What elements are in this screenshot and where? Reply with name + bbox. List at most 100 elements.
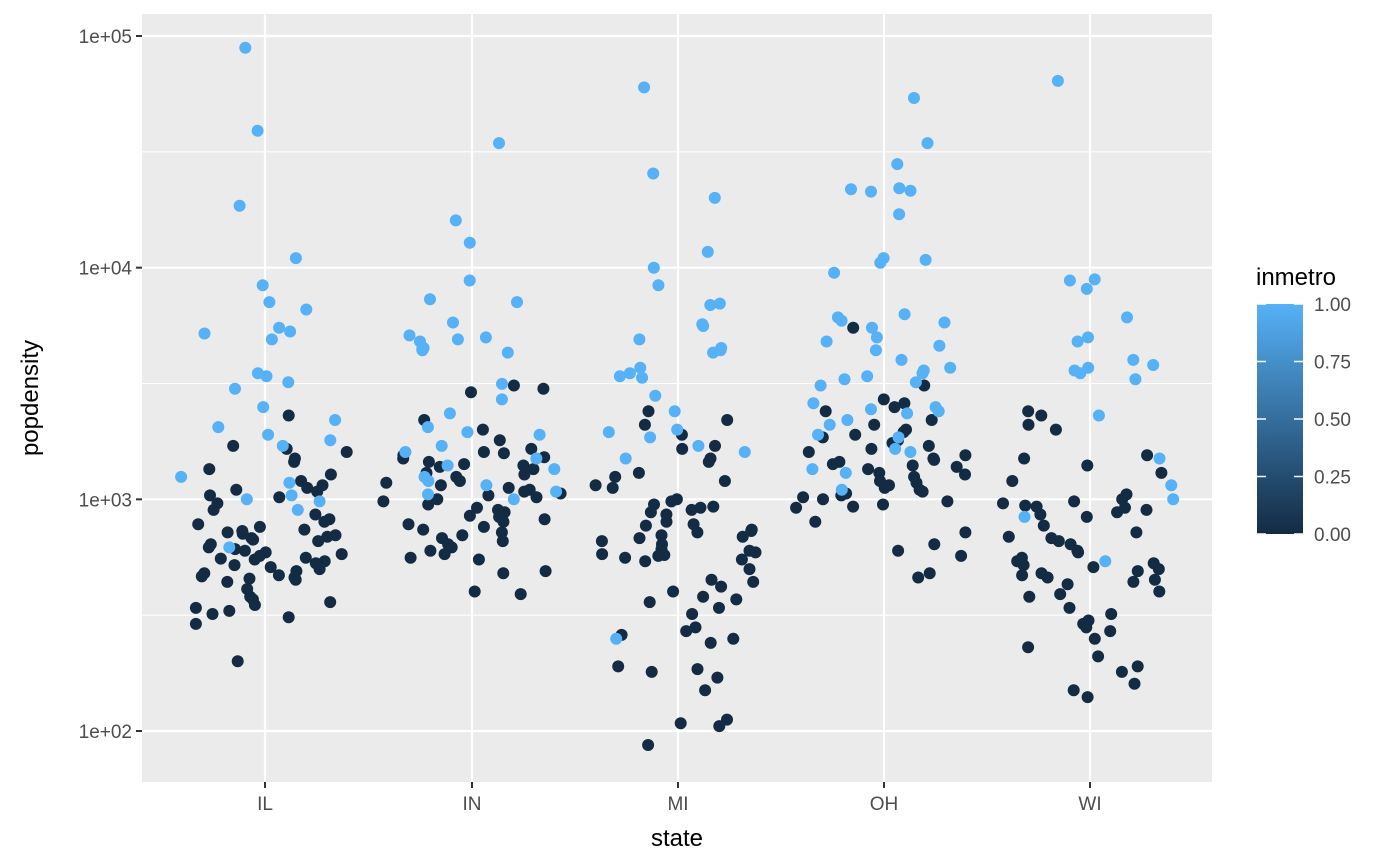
data-point bbox=[959, 526, 972, 539]
data-point bbox=[643, 596, 656, 609]
data-point bbox=[847, 321, 860, 334]
data-point bbox=[248, 599, 261, 611]
data-point bbox=[471, 501, 483, 514]
data-point bbox=[288, 455, 301, 468]
data-point bbox=[671, 423, 684, 436]
data-point bbox=[713, 601, 725, 614]
data-point bbox=[476, 423, 489, 436]
data-point bbox=[904, 184, 917, 197]
data-point bbox=[1105, 608, 1118, 620]
data-point bbox=[422, 455, 435, 468]
data-point bbox=[655, 529, 668, 542]
data-point bbox=[845, 183, 857, 196]
data-point bbox=[895, 353, 908, 366]
data-point bbox=[711, 671, 724, 684]
data-point bbox=[465, 386, 477, 399]
data-point bbox=[802, 446, 815, 458]
data-point bbox=[849, 428, 862, 441]
data-point bbox=[686, 608, 699, 620]
data-point bbox=[238, 544, 251, 557]
data-point bbox=[496, 377, 508, 390]
x-tick-label: IN bbox=[463, 794, 482, 815]
data-point bbox=[539, 565, 552, 578]
y-tick-label: 1e+05 bbox=[79, 27, 132, 48]
data-point bbox=[203, 463, 216, 476]
data-point bbox=[1155, 466, 1168, 479]
data-point bbox=[550, 485, 563, 498]
data-point bbox=[273, 321, 286, 334]
data-point bbox=[431, 493, 444, 506]
x-axis-title: state bbox=[651, 825, 703, 852]
data-point bbox=[667, 585, 680, 598]
data-point bbox=[231, 655, 244, 668]
data-point bbox=[889, 442, 902, 455]
data-point bbox=[479, 331, 492, 344]
data-point bbox=[198, 327, 211, 340]
data-point bbox=[950, 460, 963, 473]
data-point bbox=[727, 632, 740, 645]
data-point bbox=[329, 414, 342, 426]
data-point bbox=[1052, 535, 1065, 548]
data-point bbox=[909, 376, 922, 389]
data-point bbox=[1018, 510, 1031, 523]
data-point bbox=[1022, 405, 1035, 418]
data-point bbox=[221, 526, 234, 539]
data-point bbox=[613, 370, 626, 383]
data-point bbox=[227, 439, 240, 452]
data-point bbox=[247, 533, 260, 546]
data-point bbox=[916, 367, 929, 380]
data-point bbox=[619, 452, 632, 465]
data-point bbox=[919, 253, 932, 266]
data-point bbox=[195, 570, 208, 583]
data-point bbox=[715, 580, 728, 593]
data-point bbox=[1018, 452, 1031, 465]
data-point bbox=[1017, 559, 1030, 572]
data-point bbox=[606, 481, 619, 494]
data-point bbox=[817, 493, 829, 506]
data-point bbox=[285, 489, 298, 502]
data-point bbox=[645, 665, 658, 678]
data-point bbox=[443, 407, 456, 420]
data-point bbox=[745, 525, 758, 537]
data-point bbox=[496, 535, 509, 548]
y-tick-label: 1e+02 bbox=[79, 722, 132, 743]
data-point bbox=[868, 418, 881, 431]
data-point bbox=[189, 601, 202, 614]
data-point bbox=[743, 563, 756, 576]
data-point bbox=[652, 279, 665, 292]
data-point bbox=[906, 459, 919, 472]
data-point bbox=[262, 428, 275, 441]
data-point bbox=[514, 588, 527, 601]
data-point bbox=[841, 414, 854, 426]
data-point bbox=[212, 421, 225, 434]
data-point bbox=[265, 333, 278, 346]
data-point bbox=[313, 563, 326, 576]
data-point bbox=[1092, 409, 1105, 422]
data-point bbox=[1130, 526, 1143, 539]
data-point bbox=[610, 632, 623, 645]
data-point bbox=[1019, 499, 1032, 512]
data-point bbox=[468, 585, 481, 598]
data-point bbox=[1037, 519, 1050, 532]
data-point bbox=[527, 463, 540, 476]
data-point bbox=[1104, 625, 1117, 638]
data-point bbox=[240, 493, 253, 506]
data-point bbox=[230, 483, 243, 496]
data-point bbox=[699, 684, 712, 697]
data-point bbox=[502, 481, 515, 494]
data-point bbox=[477, 520, 490, 533]
x-axis-ticks: IL IN MI OH WI bbox=[257, 782, 1102, 815]
data-point bbox=[861, 370, 874, 383]
data-point bbox=[1022, 641, 1035, 654]
y-axis-ticks: 1e+02 1e+03 1e+04 1e+05 bbox=[79, 27, 142, 743]
data-point bbox=[923, 567, 936, 580]
data-point bbox=[623, 367, 636, 380]
data-point bbox=[704, 636, 717, 649]
data-point bbox=[928, 538, 941, 551]
data-point bbox=[324, 468, 337, 481]
data-point bbox=[644, 506, 657, 519]
data-point bbox=[299, 551, 312, 564]
data-point bbox=[1081, 691, 1094, 704]
data-point bbox=[847, 500, 860, 513]
